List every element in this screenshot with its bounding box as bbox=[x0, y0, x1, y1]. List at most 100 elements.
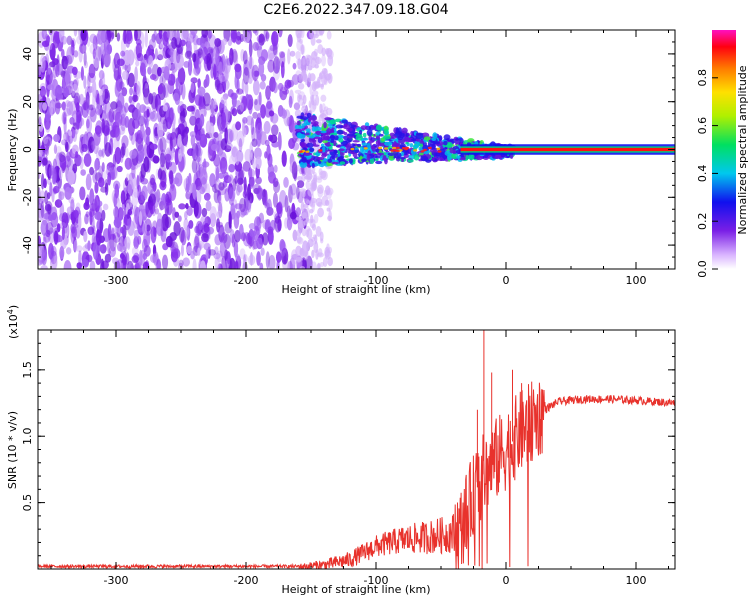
spectrogram-cell bbox=[175, 77, 181, 92]
spectrogram-cell bbox=[95, 96, 100, 105]
spectrogram-cell bbox=[67, 158, 74, 172]
spectrogram-cell bbox=[87, 139, 92, 155]
spectrogram-cell bbox=[266, 101, 273, 110]
spectrogram-cell bbox=[216, 210, 223, 219]
spectrogram-cell bbox=[308, 147, 315, 152]
spectrogram-ytick-label: -40 bbox=[21, 236, 34, 254]
spectrogram-cell bbox=[148, 193, 157, 207]
spectrogram-cell bbox=[350, 147, 355, 151]
spectrogram-cell bbox=[253, 75, 257, 82]
spectrogram-cell bbox=[124, 177, 129, 187]
spectrogram-cell bbox=[174, 172, 183, 187]
spectrogram-cell bbox=[324, 117, 333, 121]
spectrogram-cell bbox=[123, 49, 132, 66]
spectrogram-cell bbox=[73, 30, 78, 37]
spectrogram-cell bbox=[199, 127, 206, 141]
spectrogram-cell bbox=[234, 63, 242, 73]
spectrogram-cell bbox=[101, 209, 106, 222]
spectrogram-cell bbox=[135, 39, 142, 46]
colorbar-tick-label: 0.6 bbox=[696, 117, 709, 135]
spectrogram-cell bbox=[131, 161, 136, 179]
spectrogram-cell bbox=[150, 153, 157, 162]
spectrogram-cell bbox=[228, 174, 234, 185]
spectrogram-cell bbox=[190, 77, 198, 84]
spectrogram-cell bbox=[120, 262, 124, 269]
spectrogram-cell bbox=[316, 156, 325, 161]
spectrogram-cell bbox=[306, 112, 312, 119]
spectrogram-cell bbox=[230, 202, 236, 216]
spectrogram-cell bbox=[458, 157, 467, 161]
spectrogram-cell bbox=[301, 228, 307, 237]
spectrogram-cell bbox=[154, 48, 158, 60]
spectrogram-cell bbox=[248, 77, 253, 84]
spectrogram-cell bbox=[255, 42, 263, 51]
spectrogram-cell bbox=[200, 36, 205, 52]
spectrogram-cell bbox=[255, 156, 262, 170]
spectrogram-cell bbox=[311, 162, 315, 169]
spectrogram-cell bbox=[322, 135, 331, 141]
spectrogram-cell bbox=[74, 209, 79, 219]
spectrogram-cell bbox=[309, 73, 316, 82]
spectrogram-cell bbox=[321, 127, 327, 132]
spectrogram-cell bbox=[44, 203, 52, 212]
spectrogram-cell bbox=[103, 54, 111, 67]
spectrogram-cell bbox=[299, 266, 306, 269]
spectrogram-cell bbox=[112, 125, 120, 138]
snr-xtick-label: 100 bbox=[626, 574, 647, 587]
spectrogram-xtick-label: -100 bbox=[364, 274, 389, 287]
spectrogram-cell bbox=[119, 253, 125, 260]
spectrogram-cell bbox=[44, 136, 52, 147]
spectrogram-cell bbox=[80, 169, 86, 176]
spectrogram-cell bbox=[126, 260, 134, 269]
spectrogram-cell bbox=[197, 78, 201, 89]
spectrogram-cell bbox=[440, 145, 444, 149]
spectrogram-cell bbox=[47, 214, 54, 221]
spectrogram-cell bbox=[228, 211, 232, 229]
spectrogram-cell bbox=[194, 233, 200, 247]
spectrogram-cell bbox=[231, 108, 238, 117]
spectrogram-cell bbox=[383, 128, 389, 135]
spectrogram-cell bbox=[201, 30, 208, 39]
spectrogram-cell bbox=[92, 137, 99, 155]
spectrogram-cell bbox=[119, 242, 124, 253]
spectrogram-cell bbox=[142, 74, 147, 91]
spectrogram-cell bbox=[171, 36, 178, 49]
spectrogram-cell bbox=[45, 121, 51, 133]
spectrogram-cell bbox=[42, 102, 48, 111]
spectrogram-cell bbox=[268, 110, 275, 117]
spectrogram-cell bbox=[101, 162, 105, 172]
spectrogram-cell bbox=[182, 257, 190, 267]
spectrogram-cell bbox=[315, 94, 320, 106]
spectrogram-cell bbox=[272, 81, 278, 94]
spectrogram-xtick-label: 0 bbox=[503, 274, 510, 287]
spectrogram-cell bbox=[75, 202, 81, 211]
spectrogram-cell bbox=[298, 82, 305, 90]
spectrogram-cell bbox=[273, 180, 281, 194]
snr-xtick-label: 0 bbox=[503, 574, 510, 587]
spectrogram-cell bbox=[83, 153, 92, 167]
spectrogram-cell bbox=[322, 140, 329, 144]
spectrogram-cell bbox=[63, 116, 67, 135]
spectrogram-cell bbox=[195, 161, 201, 180]
spectrogram-cell bbox=[348, 124, 357, 128]
spectrogram-cell bbox=[235, 88, 244, 95]
spectrogram-cell bbox=[280, 109, 288, 119]
spectrogram-cell bbox=[301, 156, 307, 163]
spectrogram-cell bbox=[178, 262, 184, 269]
spectrogram-cell bbox=[89, 33, 97, 44]
spectrogram-cell bbox=[128, 104, 136, 113]
spectrogram-cell bbox=[203, 106, 207, 118]
spectrogram-cell bbox=[156, 212, 163, 228]
colorbar-tick-label: 0.0 bbox=[696, 260, 709, 278]
spectrogram-cell bbox=[254, 147, 262, 160]
spectrogram-cell bbox=[192, 183, 197, 200]
spectrogram-cell bbox=[315, 197, 323, 207]
spectrogram-cell bbox=[251, 64, 260, 81]
spectrogram-cell bbox=[316, 175, 323, 181]
spectrogram-cell bbox=[458, 154, 466, 157]
spectrogram-cell bbox=[436, 147, 441, 151]
spectrogram-cell bbox=[62, 112, 67, 125]
spectrogram-cell bbox=[299, 161, 308, 168]
spectrogram-cell bbox=[68, 130, 73, 137]
spectrogram-cell bbox=[38, 116, 42, 127]
